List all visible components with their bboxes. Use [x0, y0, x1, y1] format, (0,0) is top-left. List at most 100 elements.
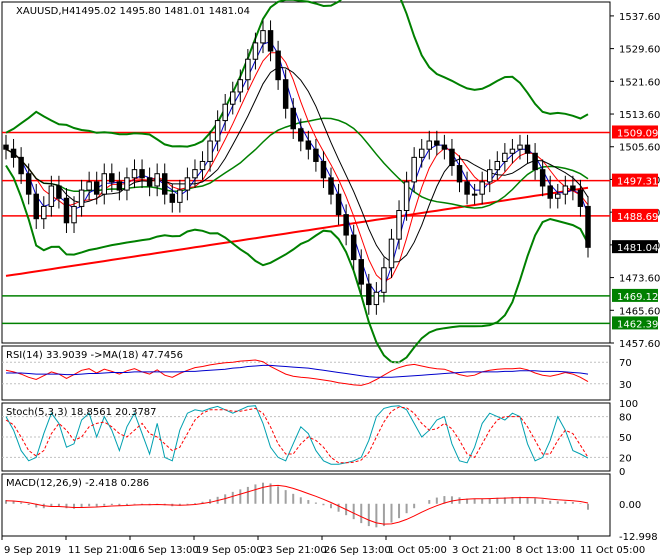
- candle-body: [48, 185, 55, 207]
- candle-body: [381, 267, 387, 293]
- candle-body: [464, 181, 470, 195]
- candle-body: [139, 169, 145, 179]
- price-tick-label: 1473.60: [619, 274, 660, 285]
- candle-body: [366, 283, 372, 306]
- candle-body: [479, 181, 485, 195]
- ma200-line: [5, 186, 589, 277]
- candle-body: [509, 148, 516, 154]
- price-label-text: 1509.09: [617, 128, 658, 139]
- stoch-tick-label: 100: [619, 399, 638, 410]
- time-tick-label: 1 Oct 05:00: [388, 545, 447, 556]
- candle-body: [56, 185, 62, 199]
- candle-body: [418, 148, 425, 158]
- macd-title: MACD(12,26,9) -2.418 0.286: [6, 478, 149, 489]
- candle-body: [456, 165, 463, 183]
- candle-body: [282, 79, 289, 109]
- candle-body: [177, 189, 183, 203]
- candle-body: [33, 193, 39, 220]
- price-label-box: [612, 208, 658, 222]
- candle-body: [358, 259, 364, 285]
- rsi-ma-line: [6, 364, 589, 378]
- bollinger-upper-band: [5, 0, 589, 148]
- time-tick-label: 8 Oct 13:00: [516, 545, 575, 556]
- stoch-series-layer: [2, 405, 610, 465]
- time-tick-label: 11 Oct 05:00: [580, 545, 645, 556]
- price-tick-label: 1537.60: [619, 12, 660, 23]
- candle-body: [585, 205, 591, 248]
- candle-body: [426, 140, 433, 150]
- candle-body: [335, 193, 342, 216]
- candle-body: [146, 177, 153, 187]
- candle-body: [116, 181, 123, 191]
- candle-body: [373, 291, 380, 306]
- price-series-layer: [2, 0, 610, 364]
- candle-body: [517, 144, 523, 150]
- price-tick-label: 1529.60: [619, 45, 660, 56]
- candle-body: [41, 205, 47, 220]
- candle-body: [570, 185, 576, 191]
- candle-body: [3, 144, 9, 150]
- price-label-text: 1497.31: [617, 177, 658, 188]
- candle-body: [532, 152, 538, 171]
- price-label-box: [612, 316, 658, 330]
- macd-signal-line: [5, 484, 589, 525]
- stoch-k-line: [5, 405, 589, 465]
- candle-body: [237, 79, 244, 93]
- candle-body: [78, 189, 85, 207]
- axis-labels-layer: 1537.60 1529.60 1521.60 1513.60 1505.60 1497.…: [1, 12, 660, 556]
- candle-body: [403, 181, 410, 212]
- candle-body: [230, 91, 236, 105]
- ohlc-readout: 1495.02 1495.80 1481.01 1481.04: [75, 6, 250, 17]
- bollinger-lower-band: [5, 164, 589, 364]
- candle-body: [260, 30, 266, 44]
- time-tick-label: 26 Sep 13:00: [324, 545, 391, 556]
- candle-body: [245, 58, 251, 81]
- candle-body: [124, 177, 130, 191]
- candle-body: [86, 181, 92, 191]
- candle-body: [350, 234, 357, 261]
- candle-body: [267, 30, 274, 52]
- candle-body: [161, 173, 168, 195]
- candle-body: [441, 144, 448, 150]
- candle-body: [199, 160, 206, 171]
- candle-body: [502, 152, 508, 162]
- candle-body: [93, 181, 100, 195]
- candle-body: [313, 148, 319, 162]
- candle-body: [343, 214, 349, 236]
- candle-body: [101, 173, 107, 195]
- candle-body: [555, 193, 561, 199]
- rsi-tick-label: 70: [619, 358, 632, 369]
- candle-body: [305, 140, 312, 150]
- candle-body: [434, 140, 440, 146]
- candle-body: [471, 193, 478, 196]
- time-tick-label: 16 Sep 13:00: [132, 545, 199, 556]
- rsi-title: RSI(14) 33.9039 ->MA(18) 47.7456: [6, 350, 183, 361]
- candle-body: [577, 189, 584, 207]
- price-tick-label: 1505.60: [619, 143, 660, 154]
- time-tick-label: 3 Oct 21:00: [452, 545, 511, 556]
- candle-body: [396, 210, 402, 240]
- candle-body: [494, 160, 501, 171]
- candle-body: [388, 238, 395, 269]
- candle-body: [411, 156, 417, 183]
- candle-body: [547, 185, 553, 199]
- rsi-line: [5, 359, 589, 386]
- candle-body: [109, 173, 115, 183]
- time-tick-label: 19 Sep 05:00: [196, 545, 263, 556]
- stoch-tick-label: 50: [619, 433, 632, 444]
- price-label-box: [612, 173, 658, 187]
- candle-body: [169, 193, 176, 203]
- candle-body: [71, 205, 77, 224]
- candle-body: [449, 148, 455, 167]
- price-label-text: 1462.39: [617, 319, 658, 330]
- candle-body: [539, 169, 546, 187]
- rsi-series-layer: [2, 359, 610, 386]
- price-tick-label: 1457.60: [619, 339, 660, 350]
- price-label-text: 1488.69: [617, 212, 658, 223]
- stoch-d-line: [5, 406, 589, 464]
- candle-body: [192, 169, 198, 179]
- price-label-text: 1469.12: [617, 292, 658, 303]
- main-chart-title: XAUUSD,H4: [16, 6, 75, 17]
- candle-body: [222, 103, 228, 122]
